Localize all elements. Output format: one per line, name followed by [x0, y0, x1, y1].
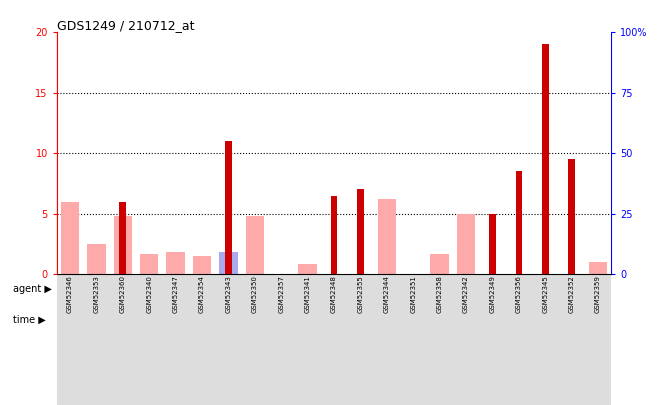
- Bar: [57, 304, 136, 335]
- Text: 2 h: 2 h: [326, 314, 342, 324]
- Bar: [584, 274, 611, 405]
- Text: value, Detection Call = ABSENT: value, Detection Call = ABSENT: [81, 368, 237, 378]
- Bar: [373, 304, 453, 335]
- Text: 2 h: 2 h: [484, 314, 500, 324]
- Bar: [114, 216, 132, 274]
- Bar: [166, 252, 185, 274]
- Bar: [242, 274, 268, 405]
- Bar: [162, 274, 189, 405]
- Bar: [321, 274, 347, 405]
- Text: untreated: untreated: [72, 284, 120, 294]
- Bar: [489, 214, 496, 274]
- Bar: [295, 274, 453, 304]
- Text: R848: R848: [361, 284, 386, 294]
- Bar: [225, 141, 232, 274]
- Bar: [457, 214, 475, 274]
- Bar: [136, 304, 215, 335]
- Bar: [453, 274, 479, 405]
- Bar: [215, 274, 242, 405]
- Bar: [219, 252, 238, 274]
- Text: 8 h: 8 h: [564, 314, 579, 324]
- Bar: [373, 274, 400, 405]
- Text: LPS: LPS: [206, 284, 224, 294]
- Text: 2 h: 2 h: [168, 314, 184, 324]
- Bar: [62, 351, 76, 363]
- Text: agent ▶: agent ▶: [13, 284, 52, 294]
- Bar: [62, 335, 76, 346]
- Bar: [57, 274, 84, 405]
- Bar: [516, 171, 522, 274]
- Bar: [140, 254, 158, 274]
- Bar: [589, 262, 607, 274]
- Bar: [377, 199, 396, 274]
- Bar: [268, 274, 295, 405]
- Bar: [246, 216, 264, 274]
- Bar: [400, 274, 426, 405]
- Bar: [558, 274, 584, 405]
- Bar: [331, 196, 337, 274]
- Text: 8 h: 8 h: [405, 314, 421, 324]
- Bar: [453, 304, 532, 335]
- Bar: [87, 244, 106, 274]
- Bar: [84, 274, 110, 405]
- Bar: [62, 384, 76, 396]
- Bar: [57, 274, 136, 304]
- Bar: [479, 274, 506, 405]
- Bar: [136, 274, 295, 304]
- Bar: [347, 274, 373, 405]
- Bar: [61, 202, 79, 274]
- Text: count: count: [81, 335, 110, 345]
- Bar: [189, 274, 215, 405]
- Bar: [299, 264, 317, 274]
- Bar: [295, 304, 373, 335]
- Bar: [62, 368, 76, 379]
- Bar: [453, 274, 611, 304]
- Bar: [568, 159, 575, 274]
- Bar: [542, 45, 548, 274]
- Text: percentile rank within the sample: percentile rank within the sample: [81, 352, 246, 361]
- Text: time ▶: time ▶: [13, 314, 46, 324]
- Bar: [110, 274, 136, 405]
- Bar: [426, 274, 453, 405]
- Bar: [295, 274, 321, 405]
- Bar: [532, 274, 558, 405]
- Bar: [506, 274, 532, 405]
- Bar: [120, 202, 126, 274]
- Bar: [357, 190, 363, 274]
- Bar: [136, 274, 162, 405]
- Bar: [532, 304, 611, 335]
- Text: 8 h: 8 h: [247, 314, 263, 324]
- Text: 0 h: 0 h: [89, 314, 104, 324]
- Text: rank, Detection Call = ABSENT: rank, Detection Call = ABSENT: [81, 385, 232, 394]
- Text: LPS and R848: LPS and R848: [498, 284, 566, 294]
- Bar: [430, 254, 449, 274]
- Bar: [193, 256, 211, 274]
- Bar: [219, 271, 238, 274]
- Text: GDS1249 / 210712_at: GDS1249 / 210712_at: [57, 19, 194, 32]
- Bar: [215, 304, 295, 335]
